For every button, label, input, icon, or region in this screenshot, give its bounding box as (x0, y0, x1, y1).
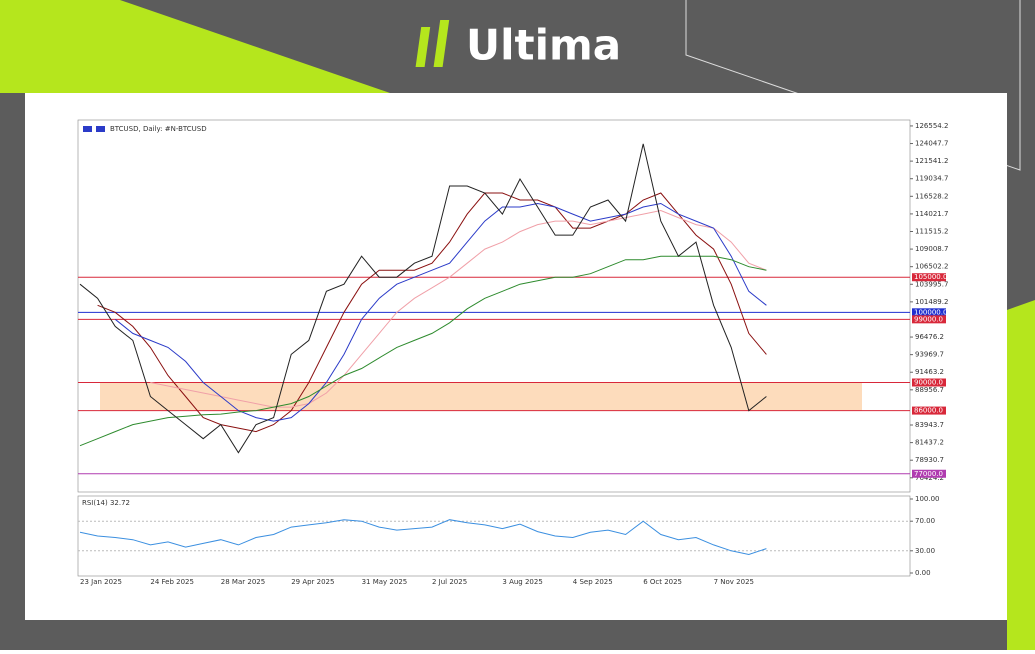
y-tick-label: 124047.7 (915, 140, 948, 148)
y-tick-label: 76424.2 (915, 474, 944, 482)
y-tick-label: 103995.7 (915, 280, 948, 288)
chart-panel (25, 93, 1007, 620)
rsi-title: RSI(14) 32.72 (82, 499, 130, 507)
y-tick-label: 83943.7 (915, 421, 944, 429)
y-tick-label: 126554.2 (915, 122, 948, 130)
y-tick-label: 81437.2 (915, 439, 944, 447)
level-tag (912, 406, 946, 415)
y-tick-label: 106502.2 (915, 263, 948, 271)
accent (0, 0, 390, 93)
brand: Ultima (466, 21, 621, 70)
level-label: 86000.0 (914, 407, 943, 415)
level-label: 105000.0 (914, 273, 947, 281)
level-tag (912, 469, 946, 478)
x-tick-label: 29 Apr 2025 (291, 578, 334, 586)
logo-mark (433, 20, 450, 67)
y-tick-label: 30.00 (915, 547, 935, 555)
icon (96, 126, 105, 132)
x-tick-label: 6 Oct 2025 (643, 578, 682, 586)
y-tick-label: 101489.2 (915, 298, 948, 306)
level-tag (912, 273, 946, 282)
y-tick-label: 121541.2 (915, 157, 948, 165)
level-tag (912, 378, 946, 387)
y-tick-label: 114021.7 (915, 210, 948, 218)
logo-mark (415, 27, 431, 67)
x-tick-label: 3 Aug 2025 (502, 578, 542, 586)
x-tick-label: 23 Jan 2025 (80, 578, 122, 586)
level-label: 99000.0 (914, 315, 943, 323)
y-tick-label: 109008.7 (915, 245, 948, 253)
y-tick-label: 70.00 (915, 517, 935, 525)
series-line (79, 255, 767, 447)
x-tick-label: 24 Feb 2025 (150, 578, 194, 586)
level-tag (912, 308, 946, 317)
zone (100, 382, 862, 411)
series-line (150, 209, 767, 408)
y-tick-label: 111515.2 (915, 227, 948, 235)
y-tick-label: 78930.7 (915, 456, 944, 464)
level-label: 77000.0 (914, 470, 943, 478)
series-line (79, 143, 767, 454)
chart-title: BTCUSD, Daily: #N-BTCUSD (110, 125, 207, 133)
x-tick-label: 28 Mar 2025 (221, 578, 265, 586)
icon (83, 126, 92, 132)
y-tick-label: 96476.2 (915, 333, 944, 341)
x-tick-label: 31 May 2025 (362, 578, 408, 586)
y-tick-label: 119034.7 (915, 175, 948, 183)
y-tick-label: 116528.2 (915, 192, 948, 200)
y-tick-label: 0.00 (915, 569, 931, 577)
series-line (79, 519, 767, 556)
x-tick-label: 4 Sep 2025 (573, 578, 613, 586)
level-label: 90000.0 (914, 379, 943, 387)
y-tick-label: 88956.7 (915, 386, 944, 394)
y-tick-label: 91463.2 (915, 368, 944, 376)
x-tick-label: 2 Jul 2025 (432, 578, 467, 586)
series-line (114, 202, 767, 422)
accent (1007, 300, 1035, 650)
level-tag (912, 315, 946, 324)
rsi-pane (77, 495, 911, 577)
x-tick-label: 7 Nov 2025 (714, 578, 754, 586)
y-tick-label: 93969.7 (915, 351, 944, 359)
y-tick-label: 100.00 (915, 495, 940, 503)
main-pane (77, 119, 911, 493)
level-label: 100000.0 (914, 308, 947, 316)
